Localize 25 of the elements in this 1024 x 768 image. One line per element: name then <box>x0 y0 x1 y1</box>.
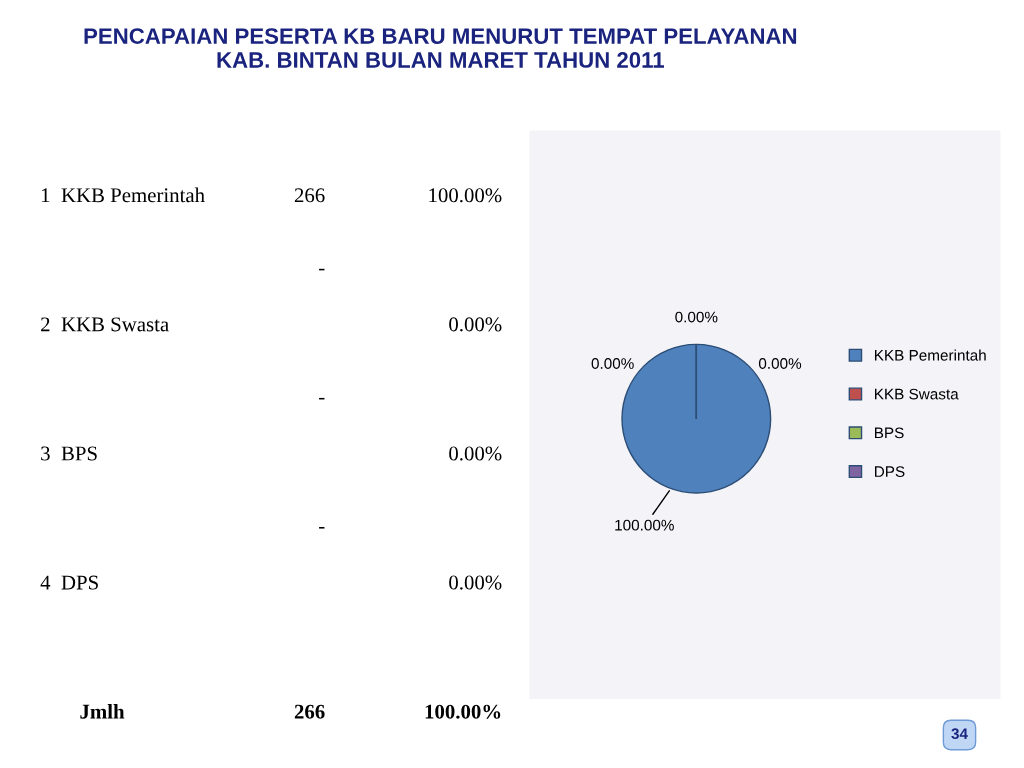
legend-label: BPS <box>875 427 904 439</box>
text: - <box>319 397 325 400</box>
text: 2 KKB Swasta <box>41 317 169 332</box>
text: - <box>319 268 325 271</box>
text: 100.00% <box>429 188 502 203</box>
text: 34 <box>951 728 968 740</box>
text: Jmlh <box>80 704 125 719</box>
text: 0.00% <box>449 317 502 332</box>
text: 266 <box>294 188 325 203</box>
text: - <box>319 527 325 529</box>
text: 0.00% <box>449 446 502 461</box>
text: 3 BPS <box>41 446 97 461</box>
text: 1 KKB Pemerintah <box>41 187 205 203</box>
legend-label: DPS <box>875 466 905 478</box>
text: 0.00% <box>758 358 802 369</box>
text: PENCAPAIAN PESERTA KB BARU MENURUT TEMPAT PELAYANAN KAB. BINTAN BULAN MARET TAHUN 2011 <box>84 28 797 68</box>
text: 0.00% <box>675 311 718 323</box>
text: 100.00% <box>425 704 501 719</box>
text: 4 DPS <box>40 575 98 590</box>
legend-label: KKB Pemerintah <box>875 349 986 361</box>
data-label: 100.00% <box>615 519 674 531</box>
text: 0.00% <box>591 358 634 369</box>
text: 0.00% <box>449 575 502 590</box>
legend-label: KKB Swasta <box>875 388 959 400</box>
text: 266 <box>294 704 325 719</box>
